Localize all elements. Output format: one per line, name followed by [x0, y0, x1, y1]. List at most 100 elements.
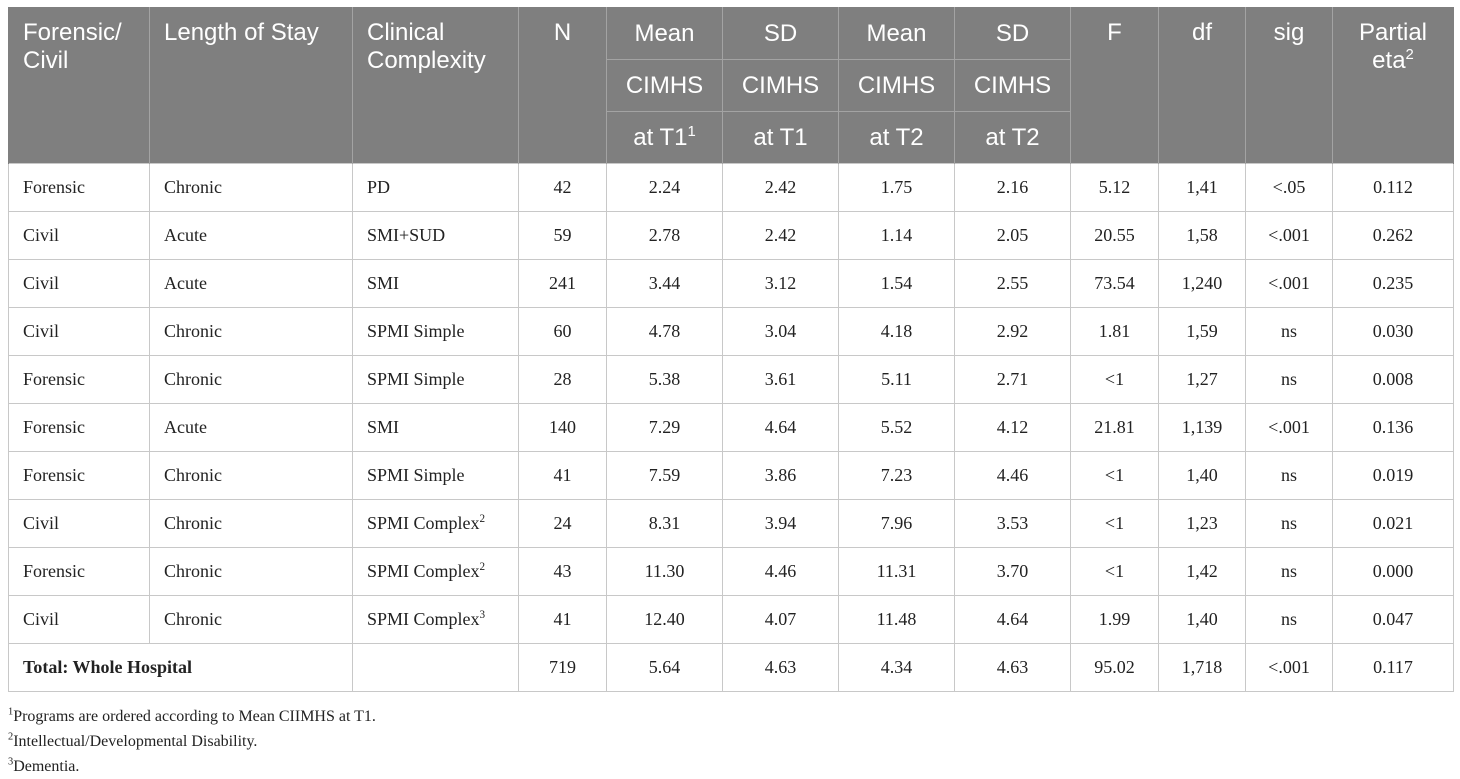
cell-forensic-civil: Civil — [8, 595, 150, 644]
header-clinical-complexity: Clinical Complexity — [352, 7, 519, 164]
cell-sd-t1: 3.86 — [722, 451, 839, 500]
cell-mean-t2: 11.48 — [838, 595, 955, 644]
cell-n: 59 — [518, 211, 607, 260]
cell-f: 20.55 — [1070, 211, 1159, 260]
cell-sig: ns — [1245, 547, 1333, 596]
cell-clinical-complexity — [352, 643, 519, 692]
cell-partial-eta: 0.047 — [1332, 595, 1454, 644]
cell-sd-t2: 3.53 — [954, 499, 1071, 548]
cell-length-of-stay: Chronic — [149, 595, 353, 644]
cell-mean-t1: 8.31 — [606, 499, 723, 548]
cell-sig: <.001 — [1245, 211, 1333, 260]
cell-sd-t1: 3.61 — [722, 355, 839, 404]
table-row: Civil Acute SMI+SUD 59 2.78 2.42 1.14 2.05 20.55… — [8, 211, 1454, 260]
cell-forensic-civil: Forensic — [8, 355, 150, 404]
cell-clinical-complexity: SPMI Simple — [352, 307, 519, 356]
cell-clinical-complexity: SMI — [352, 403, 519, 452]
cell-df: 1,58 — [1158, 211, 1246, 260]
cell-total-label: Total: Whole Hospital — [8, 643, 353, 692]
header-length-of-stay: Length of Stay — [149, 7, 353, 164]
cell-sig: <.001 — [1245, 259, 1333, 308]
cell-sig: ns — [1245, 307, 1333, 356]
cell-forensic-civil: Forensic — [8, 451, 150, 500]
cell-f: 95.02 — [1070, 643, 1159, 692]
cell-clinical-complexity: PD — [352, 163, 519, 212]
cell-sd-t2: 2.16 — [954, 163, 1071, 212]
table-row: Forensic Chronic PD 42 2.24 2.42 1.75 2.16 5.12 1… — [8, 163, 1454, 212]
cell-df: 1,23 — [1158, 499, 1246, 548]
results-table-container: Forensic/ Civil Length of Stay Clinical … — [8, 7, 1454, 692]
cell-mean-t2: 7.96 — [838, 499, 955, 548]
cell-sig: ns — [1245, 499, 1333, 548]
cell-mean-t1: 11.30 — [606, 547, 723, 596]
cell-n: 41 — [518, 595, 607, 644]
header-sd-t2: SD CIMHS at T2 — [954, 7, 1071, 164]
table-row-total: Total: Whole Hospital 719 5.64 4.63 4.34 4.63… — [8, 643, 1454, 692]
cell-sd-t1: 2.42 — [722, 163, 839, 212]
cell-sig: <.001 — [1245, 643, 1333, 692]
cell-clinical-complexity: SPMI Complex2 — [352, 547, 519, 596]
cell-sig: <.001 — [1245, 403, 1333, 452]
cell-mean-t2: 4.18 — [838, 307, 955, 356]
cell-df: 1,59 — [1158, 307, 1246, 356]
cell-sd-t2: 4.46 — [954, 451, 1071, 500]
cell-f: 1.81 — [1070, 307, 1159, 356]
cell-sd-t1: 2.42 — [722, 211, 839, 260]
cell-df: 1,42 — [1158, 547, 1246, 596]
cell-df: 1,40 — [1158, 595, 1246, 644]
cell-mean-t2: 5.11 — [838, 355, 955, 404]
cell-forensic-civil: Forensic — [8, 163, 150, 212]
table-row: Civil Chronic SPMI Complex3 41 12.40 4.07 11.4… — [8, 595, 1454, 644]
table-row: Forensic Chronic SPMI Simple 41 7.59 3.86 7.23… — [8, 451, 1454, 500]
cell-n: 24 — [518, 499, 607, 548]
cell-clinical-complexity: SPMI Simple — [352, 355, 519, 404]
cell-df: 1,240 — [1158, 259, 1246, 308]
header-sd-t1: SD CIMHS at T1 — [722, 7, 839, 164]
cell-mean-t1: 4.78 — [606, 307, 723, 356]
cell-clinical-complexity: SMI — [352, 259, 519, 308]
header-mean-t1: Mean CIMHS at T11 — [606, 7, 723, 164]
cell-clinical-complexity: SPMI Simple — [352, 451, 519, 500]
header-sig: sig — [1245, 7, 1333, 164]
cell-partial-eta: 0.262 — [1332, 211, 1454, 260]
cell-sd-t1: 3.04 — [722, 307, 839, 356]
cell-sd-t2: 4.63 — [954, 643, 1071, 692]
cell-n: 60 — [518, 307, 607, 356]
header-partial-eta: Partial eta2 — [1332, 7, 1454, 164]
cell-n: 140 — [518, 403, 607, 452]
footnote: 3Dementia. — [8, 756, 80, 775]
table-row: Forensic Chronic SPMI Complex2 43 11.30 4.46 1… — [8, 547, 1454, 596]
header-f: F — [1070, 7, 1159, 164]
footnote: 2Intellectual/Developmental Disability. — [8, 731, 258, 750]
cell-mean-t2: 11.31 — [838, 547, 955, 596]
cell-partial-eta: 0.136 — [1332, 403, 1454, 452]
cell-partial-eta: 0.030 — [1332, 307, 1454, 356]
table-row: Civil Chronic SPMI Simple 60 4.78 3.04 4.18 2.9… — [8, 307, 1454, 356]
cell-mean-t2: 7.23 — [838, 451, 955, 500]
cell-mean-t1: 5.64 — [606, 643, 723, 692]
cell-forensic-civil: Civil — [8, 211, 150, 260]
cell-length-of-stay: Chronic — [149, 163, 353, 212]
cell-length-of-stay: Chronic — [149, 547, 353, 596]
cell-partial-eta: 0.112 — [1332, 163, 1454, 212]
cell-n: 28 — [518, 355, 607, 404]
footnote: 1Programs are ordered according to Mean … — [8, 706, 376, 725]
cell-n: 719 — [518, 643, 607, 692]
table-row: Forensic Acute SMI 140 7.29 4.64 5.52 4.12 21.81… — [8, 403, 1454, 452]
cell-clinical-complexity: SPMI Complex2 — [352, 499, 519, 548]
cell-forensic-civil: Forensic — [8, 403, 150, 452]
cell-forensic-civil: Civil — [8, 499, 150, 548]
header-forensic-civil: Forensic/ Civil — [8, 7, 150, 164]
cell-length-of-stay: Acute — [149, 259, 353, 308]
cell-sig: ns — [1245, 355, 1333, 404]
cell-sd-t2: 2.92 — [954, 307, 1071, 356]
cell-mean-t1: 12.40 — [606, 595, 723, 644]
cell-sd-t2: 2.05 — [954, 211, 1071, 260]
cell-mean-t2: 4.34 — [838, 643, 955, 692]
cell-mean-t1: 2.24 — [606, 163, 723, 212]
cell-f: <1 — [1070, 355, 1159, 404]
cell-sd-t2: 3.70 — [954, 547, 1071, 596]
cell-f: 21.81 — [1070, 403, 1159, 452]
cell-sd-t1: 4.46 — [722, 547, 839, 596]
cell-n: 42 — [518, 163, 607, 212]
